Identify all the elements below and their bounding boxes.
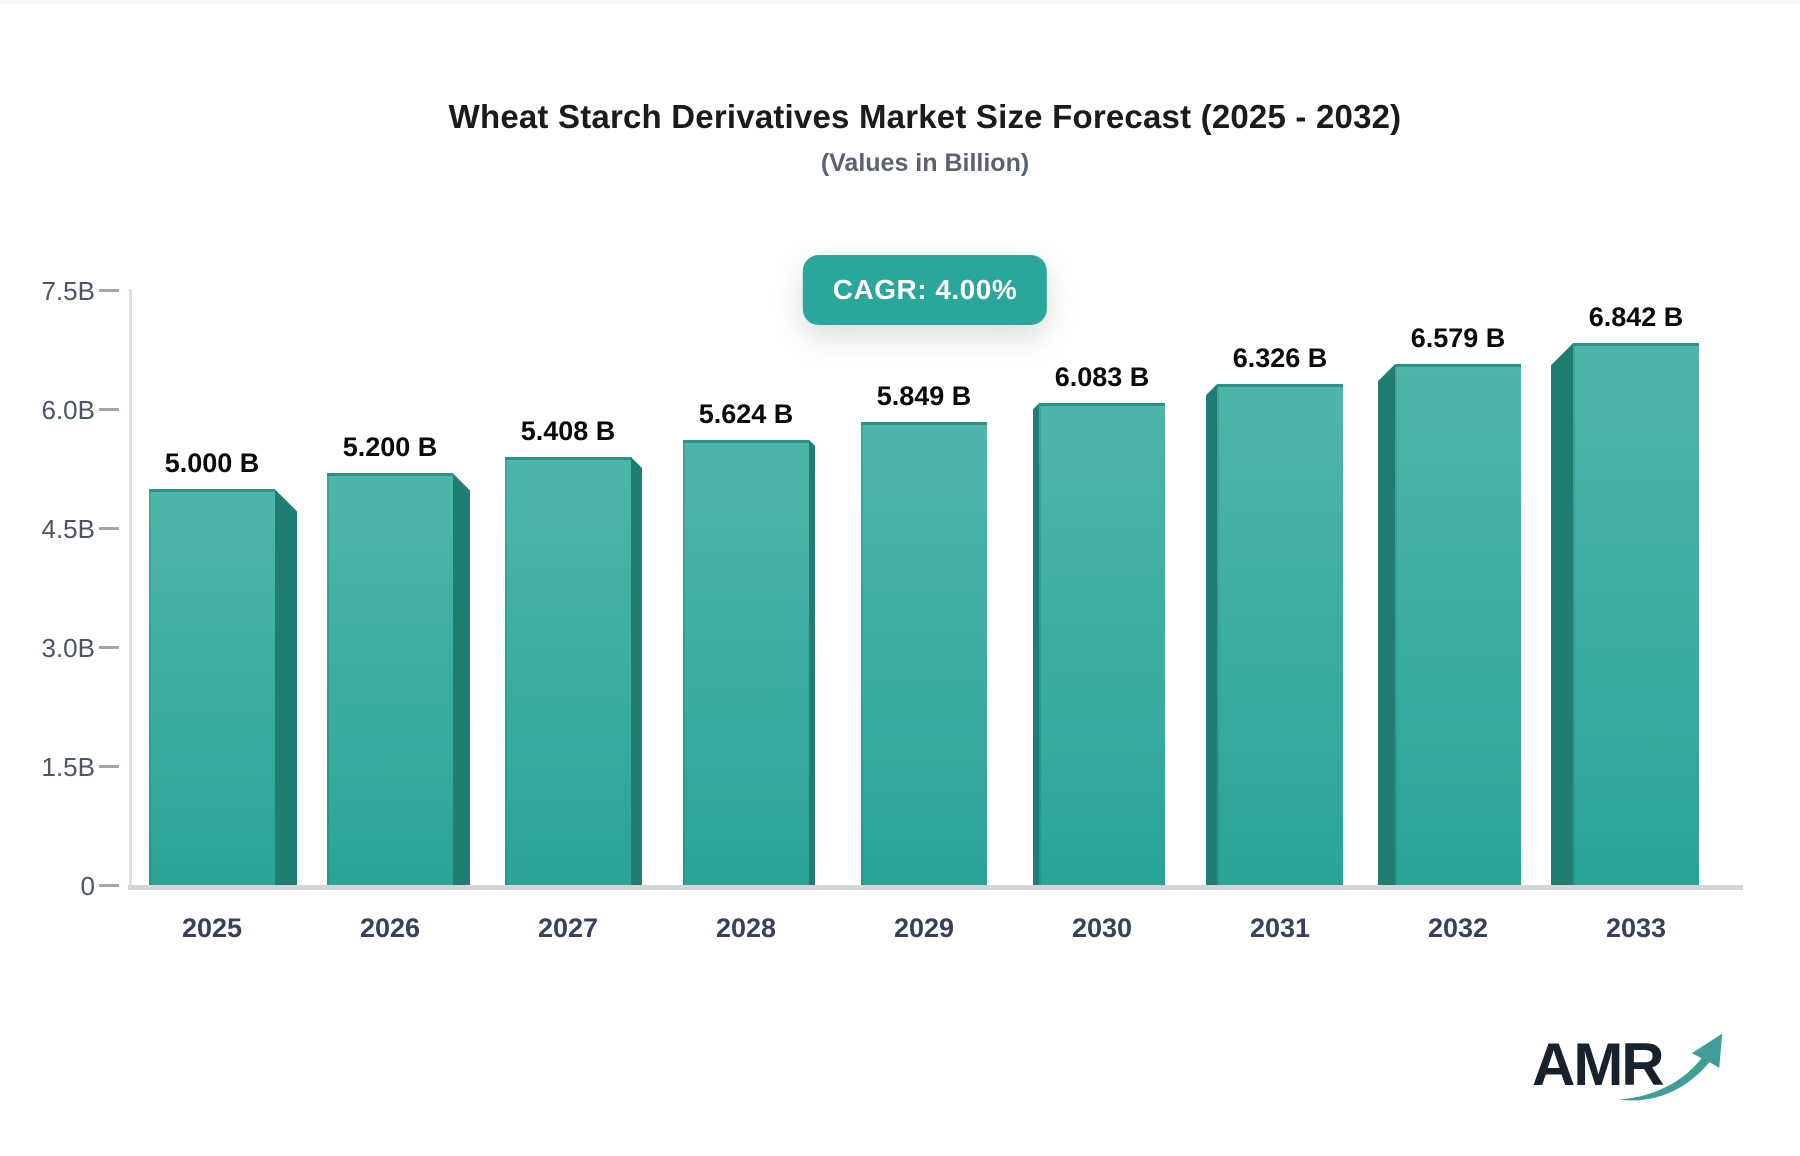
bar-value-label: 6.579 B (1410, 323, 1506, 354)
x-axis-label-2027: 2027 (537, 913, 599, 943)
y-axis-tick-label: 3.0B (41, 633, 96, 663)
bar-side-face (631, 456, 642, 886)
bar-value-label: 6.326 B (1232, 343, 1328, 374)
x-axis-label-2031: 2031 (1249, 913, 1311, 943)
bar-2027 (505, 456, 631, 886)
y-axis-tick (99, 765, 119, 768)
y-axis-tick-label: 4.5B (41, 514, 96, 544)
y-axis-tick (99, 408, 119, 411)
x-axis-label-2026: 2026 (359, 913, 421, 943)
y-axis-tick-label: 6.0B (41, 395, 96, 425)
bar-value-label: 5.849 B (876, 380, 972, 411)
bar-2033 (1573, 343, 1699, 886)
bar-2026 (327, 473, 453, 886)
bar-value-label: 5.000 B (164, 448, 260, 479)
growth-arrow-icon (1618, 1033, 1723, 1101)
x-axis-label-2030: 2030 (1071, 913, 1133, 943)
bar-side-face (275, 489, 297, 886)
bar-2028 (683, 439, 809, 886)
bar-2029 (861, 421, 987, 886)
canvas-top-border (0, 0, 1800, 4)
bar-side-face (453, 473, 470, 886)
bar-side-face (1206, 384, 1217, 886)
amr-logo-text: AMR (1532, 1031, 1665, 1098)
cagr-badge: CAGR: 4.00% (802, 255, 1048, 325)
bar-side-face (809, 439, 815, 886)
bar-side-face (1378, 364, 1395, 886)
y-axis-tick-label: 1.5B (41, 752, 96, 782)
bar-side-face (1551, 343, 1573, 886)
chart-subtitle: (Values in Billion) (820, 149, 1030, 177)
x-axis-label-2025: 2025 (181, 913, 243, 943)
x-axis-label-2033: 2033 (1605, 913, 1667, 943)
x-axis-label-2029: 2029 (893, 913, 955, 943)
y-axis-line (129, 289, 132, 886)
bar-2030 (1039, 403, 1165, 886)
bar-2025 (149, 489, 275, 886)
y-axis-tick (99, 289, 119, 292)
chart-title: Wheat Starch Derivatives Market Size For… (448, 98, 1402, 135)
bar-value-label: 5.200 B (342, 432, 438, 463)
bar-value-label: 6.083 B (1054, 362, 1150, 393)
y-axis-tick (99, 646, 119, 649)
bar-value-label: 6.842 B (1588, 302, 1684, 333)
y-axis-tick (99, 884, 119, 887)
x-axis-label-2032: 2032 (1427, 913, 1489, 943)
bar-2032 (1395, 364, 1521, 886)
y-axis-tick-label: 7.5B (41, 276, 96, 306)
y-axis-tick (99, 527, 119, 530)
x-axis-line (128, 885, 1743, 890)
bar-side-face (1033, 403, 1039, 886)
y-axis-tick-label: 0 (80, 871, 95, 901)
x-axis-label-2028: 2028 (715, 913, 777, 943)
amr-logo: AMR (1532, 1030, 1732, 1120)
bar-value-label: 5.624 B (698, 398, 794, 429)
bar-2031 (1217, 384, 1343, 886)
bar-value-label: 5.408 B (520, 415, 616, 446)
